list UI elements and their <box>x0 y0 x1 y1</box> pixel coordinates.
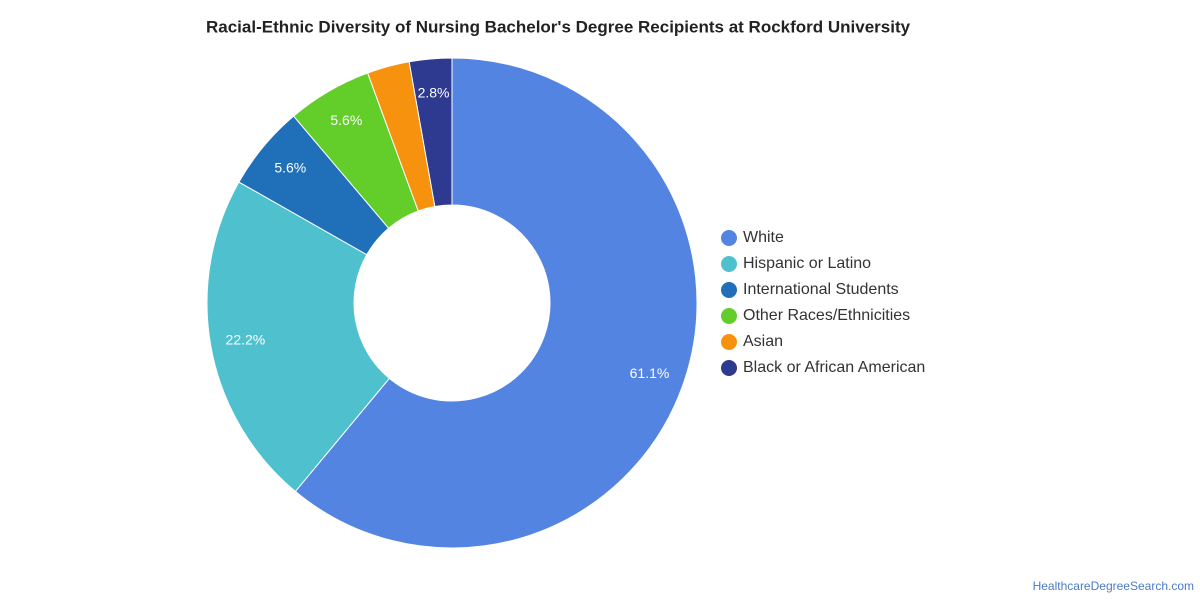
chart-title: Racial-Ethnic Diversity of Nursing Bache… <box>206 17 911 36</box>
legend-swatch <box>721 230 737 246</box>
legend-label: Black or African American <box>743 359 925 376</box>
slice-label: 5.6% <box>274 160 306 176</box>
donut-slice <box>408 57 453 208</box>
legend-swatch <box>721 256 737 272</box>
donut-slice <box>294 57 698 549</box>
slice-label: 61.1% <box>630 365 670 381</box>
legend-label: International Students <box>743 281 899 298</box>
legend-label: Hispanic or Latino <box>743 255 871 272</box>
source-credit[interactable]: HealthcareDegreeSearch.com <box>1033 579 1194 593</box>
slice-label: 5.6% <box>330 112 362 128</box>
legend-swatch <box>721 282 737 298</box>
slice-label: 22.2% <box>226 331 266 347</box>
legend-swatch <box>721 334 737 350</box>
legend-label: White <box>743 229 784 246</box>
legend-swatch <box>721 360 737 376</box>
slice-label: 2.8% <box>418 85 450 101</box>
legend-label: Asian <box>743 333 783 350</box>
legend-swatch <box>721 308 737 324</box>
legend-label: Other Races/Ethnicities <box>743 307 910 324</box>
donut-slice <box>206 181 391 493</box>
